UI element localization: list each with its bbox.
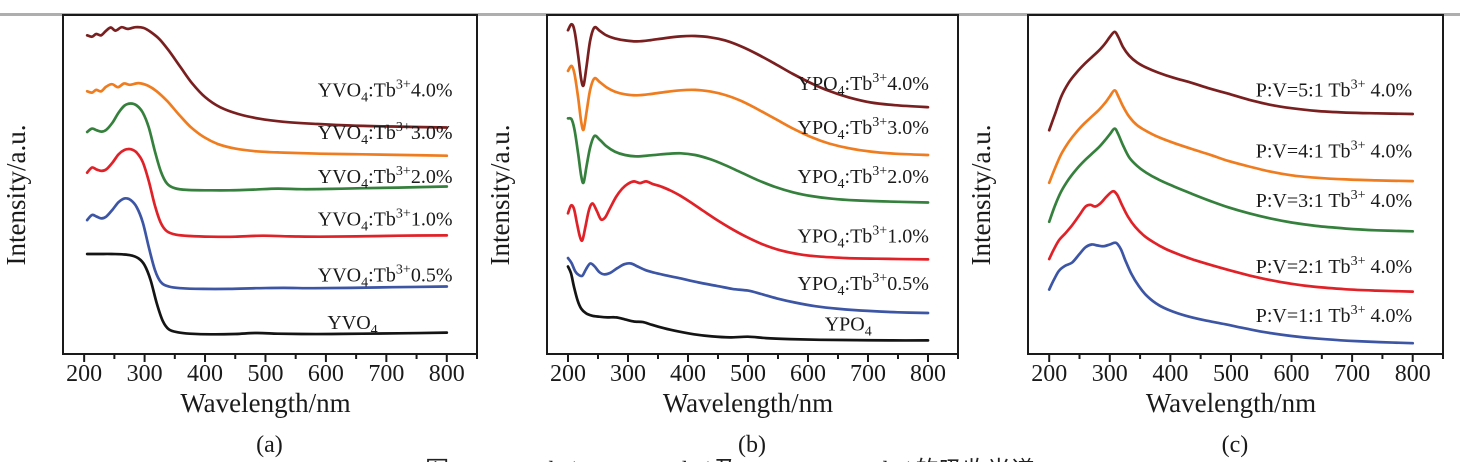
curve-label-yvo4: YVO4 (327, 312, 377, 338)
panel-b-x-tick-label: 800 (910, 361, 946, 387)
curve-pv-3-1-tb-4.0 (1047, 127, 1415, 233)
curve-label-ypo4-tb-3.0: YPO4:Tb3+3.0% (798, 115, 929, 143)
curve-label-ypo4: YPO4 (825, 313, 872, 339)
curve-pv-1-1-tb-4.0 (1047, 241, 1415, 345)
panel-b-x-tick-label: 600 (790, 361, 826, 387)
curve-label-yvo4-tb-1.0: YVO4:Tb3+1.0% (318, 206, 453, 234)
curve-label-pv-3-1-tb-4.0: P:V=3:1 Tb3+ 4.0% (1256, 188, 1412, 212)
curve-yvo4-tb-1.0 (85, 147, 449, 239)
curve-label-yvo4-tb-0.5: YVO4:Tb3+0.5% (318, 262, 453, 290)
curve-ypo4-tb-4.0 (566, 22, 930, 109)
panel-a-x-tick-label: 600 (308, 361, 344, 387)
panel-a-plot-box (62, 14, 478, 355)
panel-c-x-tick-label: 600 (1274, 361, 1310, 387)
curve-pv-4-1-tb-4.0 (1047, 88, 1415, 185)
panel-a-x-tick-label: 200 (66, 361, 102, 387)
curve-label-yvo4-tb-3.0: YVO4:Tb3+3.0% (318, 120, 453, 148)
curve-label-ypo4-tb-2.0: YPO4:Tb3+2.0% (798, 164, 929, 192)
panel-b-plot-box (546, 14, 959, 355)
curve-yvo4-tb-0.5 (85, 196, 449, 291)
curve-pv-2-1-tb-4.0 (1047, 189, 1415, 293)
curve-label-ypo4-tb-0.5: YPO4:Tb3+0.5% (798, 271, 929, 299)
curve-ypo4 (566, 265, 930, 342)
curve-ypo4-tb-0.5 (566, 256, 930, 315)
panel-b-x-tick-label: 700 (850, 361, 886, 387)
panel-b-x-axis-label: Wavelength/nm (663, 388, 833, 418)
panel-c-x-tick-label: 200 (1031, 361, 1067, 387)
panel-c-x-tick-label: 500 (1213, 361, 1249, 387)
curve-label-ypo4-tb-1.0: YPO4:Tb3+1.0% (798, 223, 929, 251)
panel-b-letter: (b) (738, 432, 766, 458)
panel-b-x-tick-label: 300 (610, 361, 646, 387)
panel-b-x-tick-label: 500 (730, 361, 766, 387)
curve-label-pv-1-1-tb-4.0: P:V=1:1 Tb3+ 4.0% (1256, 303, 1412, 327)
curve-label-pv-5-1-tb-4.0: P:V=5:1 Tb3+ 4.0% (1256, 78, 1412, 102)
curve-ypo4-tb-1.0 (566, 180, 930, 261)
panel-a-y-axis-label: Intensity/a.u. (1, 125, 31, 266)
curve-label-yvo4-tb-4.0: YVO4:Tb3+4.0% (318, 78, 453, 106)
panel-a-x-tick-label: 800 (429, 361, 465, 387)
panel-c-x-axis-label: Wavelength/nm (1146, 388, 1316, 418)
curve-pv-5-1-tb-4.0 (1047, 30, 1415, 132)
curve-ypo4-tb-3.0 (566, 64, 930, 157)
curve-label-ypo4-tb-4.0: YPO4:Tb3+4.0% (798, 71, 929, 99)
curve-yvo4 (85, 252, 449, 336)
panel-c-x-tick-label: 300 (1092, 361, 1128, 387)
panel-a-x-tick-label: 500 (247, 361, 283, 387)
panel-a-x-tick-label: 700 (368, 361, 404, 387)
curve-yvo4-tb-4.0 (85, 25, 449, 129)
panel-a-x-axis-label: Wavelength/nm (180, 388, 350, 418)
panel-b-y-axis-label: Intensity/a.u. (485, 125, 515, 266)
panel-c-letter: (c) (1222, 432, 1249, 458)
curve-label-pv-4-1-tb-4.0: P:V=4:1 Tb3+ 4.0% (1256, 139, 1412, 163)
curve-label-pv-2-1-tb-4.0: P:V=2:1 Tb3+ 4.0% (1256, 254, 1412, 278)
curve-yvo4-tb-2.0 (85, 102, 449, 192)
panel-c-x-tick-label: 800 (1395, 361, 1431, 387)
curve-ypo4-tb-2.0 (566, 116, 930, 204)
panel-a-x-tick-label: 300 (127, 361, 163, 387)
figure-caption: 图2 YVO₄:Tb³⁺、YPO₄:Tb³⁺及YPO₄/YVO₄:Tb³⁺的吸收… (0, 450, 1460, 462)
panel-b-x-tick-label: 400 (670, 361, 706, 387)
curve-label-yvo4-tb-2.0: YVO4:Tb3+2.0% (318, 164, 453, 192)
panel-c-y-axis-label: Intensity/a.u. (966, 125, 996, 266)
panel-c-plot-box (1027, 14, 1444, 355)
panel-c-x-tick-label: 400 (1152, 361, 1188, 387)
panel-a-letter: (a) (256, 432, 283, 458)
panel-b-x-tick-label: 200 (550, 361, 586, 387)
panel-a-x-tick-label: 400 (187, 361, 223, 387)
curve-yvo4-tb-3.0 (85, 81, 449, 158)
panel-c-x-tick-label: 700 (1334, 361, 1370, 387)
